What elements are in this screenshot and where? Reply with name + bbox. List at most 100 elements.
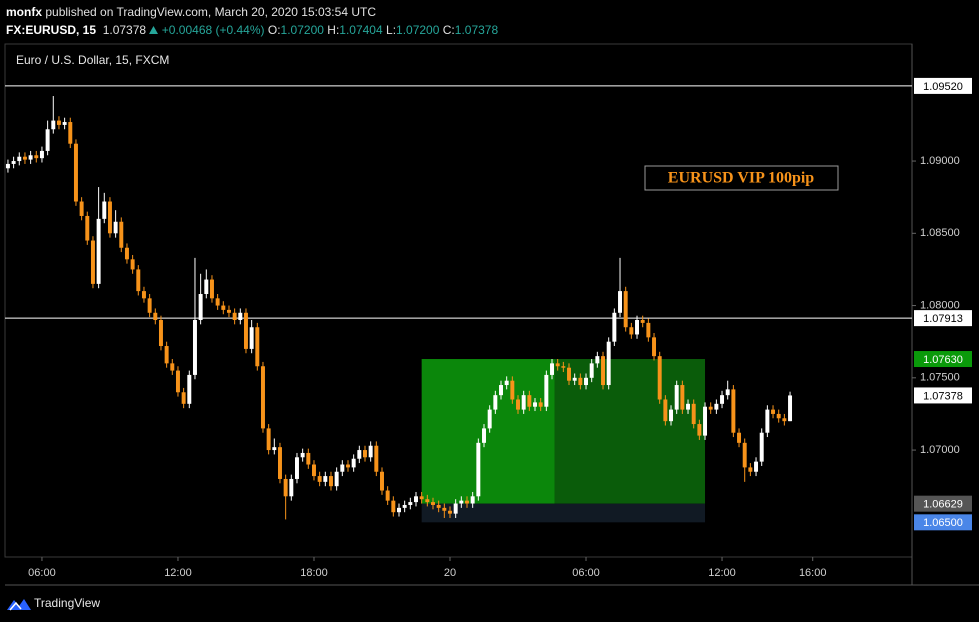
candle-body — [153, 312, 158, 321]
candle-body — [5, 163, 10, 169]
ohlc-value: 1.07200 — [280, 23, 324, 37]
candle-body — [22, 156, 27, 160]
candle-body — [686, 403, 691, 410]
candle-body — [96, 218, 101, 284]
candle-body — [209, 279, 214, 299]
y-tick-label: 1.08500 — [920, 227, 960, 239]
candle-body — [765, 409, 770, 433]
candle-body — [476, 442, 481, 497]
candle-body — [198, 293, 203, 321]
candle-body — [555, 363, 560, 367]
candle-body — [11, 161, 16, 164]
candle-body — [697, 424, 702, 436]
candle-body — [402, 504, 407, 508]
candle-body — [34, 155, 39, 159]
candle-body — [771, 409, 776, 414]
candle-body — [703, 406, 708, 436]
candle-body — [215, 298, 220, 306]
candle-body — [306, 452, 311, 465]
line-layer — [5, 85, 912, 319]
y-tick-label: 1.07000 — [920, 444, 960, 456]
price-label: 1.06629 — [923, 499, 963, 511]
candle-body — [646, 322, 651, 338]
candle-body — [226, 309, 231, 313]
ohlc-key: C: — [442, 23, 455, 37]
candle-body — [39, 150, 44, 159]
candle-body — [640, 320, 645, 323]
candle-body — [680, 385, 685, 410]
x-tick-label: 12:00 — [708, 567, 736, 579]
candle-body — [578, 377, 583, 386]
candle-body — [567, 367, 571, 381]
x-tick-label: 20 — [444, 567, 456, 579]
candle-body — [408, 502, 413, 505]
candle-body — [731, 389, 736, 433]
ohlc-key: H: — [327, 23, 340, 37]
x-tick-label: 06:00 — [572, 567, 600, 579]
candle-body — [85, 215, 90, 241]
candle-body — [425, 499, 430, 503]
price-label: 1.09520 — [923, 81, 963, 93]
y-tick-label: 1.07500 — [920, 372, 960, 384]
candle-body — [357, 450, 362, 459]
candle-body — [504, 380, 509, 386]
candle-layer — [5, 96, 793, 520]
candle-body — [300, 452, 305, 458]
candle-body — [674, 385, 679, 410]
candle-body — [119, 221, 124, 248]
candle-body — [516, 399, 520, 410]
candle-body — [238, 312, 243, 321]
candle-body — [107, 201, 112, 234]
candle-body — [618, 291, 623, 313]
candle-body — [510, 380, 515, 400]
candle-body — [113, 221, 118, 234]
candle-body — [737, 432, 742, 443]
candle-body — [158, 320, 163, 347]
candle-body — [442, 507, 447, 511]
candle-body — [385, 490, 390, 501]
candle-body — [595, 356, 600, 364]
candle-body — [572, 377, 577, 381]
candle-body — [691, 403, 696, 425]
candle-body — [141, 291, 146, 299]
price-label-box — [914, 387, 972, 404]
candle-body — [204, 279, 209, 294]
profit-zone — [421, 359, 555, 504]
price-label: 1.07913 — [923, 313, 963, 325]
header-line-1: monfx published on TradingView.com, Marc… — [6, 3, 498, 21]
candle-body — [652, 337, 657, 357]
x-tick-label: 06:00 — [28, 567, 56, 579]
candle-body — [272, 447, 277, 451]
candle-body — [788, 395, 793, 422]
candle-body — [187, 374, 192, 404]
candle-body — [754, 461, 759, 472]
candle-body — [329, 476, 333, 487]
candle-body — [368, 445, 373, 458]
candle-body — [294, 457, 299, 479]
candle-body — [635, 320, 640, 335]
brand: TradingView — [34, 596, 100, 610]
price-label: 1.07630 — [923, 354, 963, 366]
candle-body — [175, 370, 180, 393]
candle-body — [459, 500, 464, 504]
candle-body — [323, 476, 328, 482]
candle-body — [436, 504, 441, 508]
candle-body — [255, 327, 260, 367]
candle-body — [380, 471, 384, 491]
ohlc-key: L: — [386, 23, 397, 37]
candle-body — [657, 356, 662, 400]
candle-body — [221, 305, 226, 310]
candle-body — [482, 428, 486, 443]
candle-body — [601, 356, 606, 386]
candle-body — [589, 363, 594, 378]
candle-body — [448, 510, 452, 514]
symbol: FX:EURUSD, 15 — [6, 23, 97, 37]
candle-body — [136, 269, 141, 292]
candle-body — [414, 496, 418, 503]
annotation-box — [644, 165, 839, 191]
publisher: monfx — [6, 5, 42, 19]
candle-body — [714, 403, 719, 410]
candle-body — [51, 120, 56, 130]
candle-body — [79, 201, 84, 216]
candle-body — [431, 502, 435, 505]
